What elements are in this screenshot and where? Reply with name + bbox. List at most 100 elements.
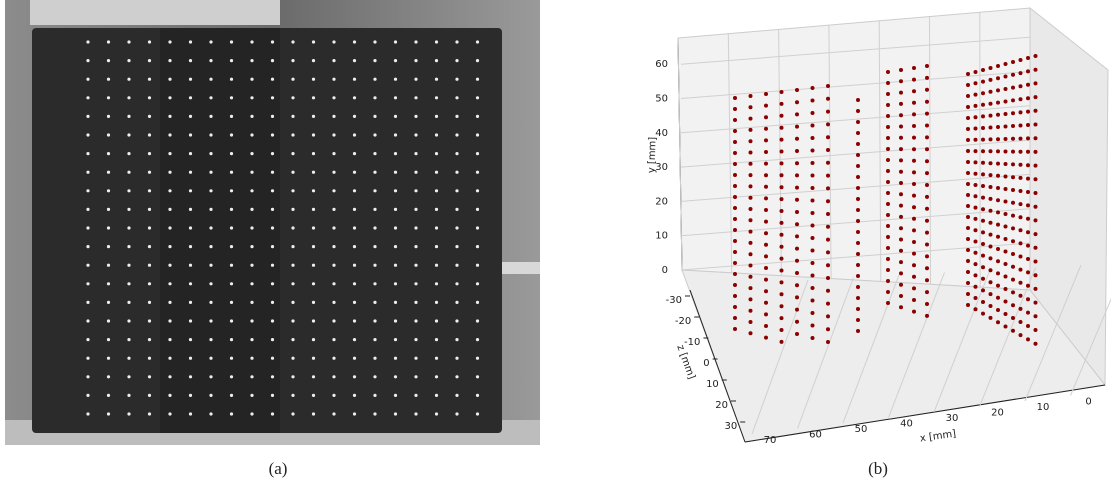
point	[912, 194, 916, 198]
marker-dot	[127, 171, 130, 174]
z-tick-label: -30	[666, 295, 682, 306]
shadow	[160, 28, 280, 433]
marker-dot	[394, 338, 397, 341]
point	[989, 90, 993, 94]
marker-dot	[209, 40, 212, 43]
y-tick-label: 30	[655, 162, 668, 173]
point	[826, 110, 830, 114]
marker-dot	[209, 133, 212, 136]
marker-dot	[148, 115, 151, 118]
point	[1019, 333, 1023, 337]
marker-dot	[107, 208, 110, 211]
marker-dot	[148, 264, 151, 267]
point	[886, 92, 890, 96]
marker-dot	[353, 40, 356, 43]
point	[886, 257, 890, 261]
marker-dot	[435, 96, 438, 99]
marker-dot	[455, 189, 458, 192]
point	[966, 237, 970, 241]
point	[1019, 110, 1023, 114]
marker-dot	[209, 319, 212, 322]
marker-dot	[373, 171, 376, 174]
marker-dot	[455, 171, 458, 174]
marker-dot	[209, 189, 212, 192]
point	[886, 125, 890, 129]
point	[780, 280, 784, 284]
point	[989, 173, 993, 177]
point	[856, 263, 860, 267]
marker-dot	[250, 357, 253, 360]
marker-dot	[414, 412, 417, 415]
point	[886, 202, 890, 206]
point	[899, 260, 903, 264]
point	[925, 135, 929, 139]
marker-dot	[455, 133, 458, 136]
point	[780, 197, 784, 201]
marker-dot	[250, 115, 253, 118]
point	[981, 219, 985, 223]
point	[1004, 325, 1008, 329]
marker-dot	[148, 319, 151, 322]
marker-dot	[107, 78, 110, 81]
point	[780, 102, 784, 106]
marker-dot	[414, 40, 417, 43]
marker-dot	[353, 394, 356, 397]
marker-dot	[394, 375, 397, 378]
marker-dot	[168, 78, 171, 81]
marker-dot	[435, 78, 438, 81]
point	[1034, 273, 1038, 277]
marker-dot	[455, 96, 458, 99]
marker-dot	[332, 319, 335, 322]
point	[1026, 217, 1030, 221]
marker-dot	[476, 115, 479, 118]
point	[780, 340, 784, 344]
point	[1026, 163, 1030, 167]
point	[989, 161, 993, 165]
marker-dot	[414, 133, 417, 136]
point	[966, 72, 970, 76]
point	[780, 316, 784, 320]
point	[912, 275, 916, 279]
point	[974, 172, 978, 176]
marker-dot	[250, 282, 253, 285]
marker-dot	[127, 226, 130, 229]
marker-dot	[107, 171, 110, 174]
point	[981, 68, 985, 72]
marker-dot	[312, 208, 315, 211]
marker-dot	[435, 133, 438, 136]
point	[886, 290, 890, 294]
point	[749, 184, 753, 188]
point	[899, 204, 903, 208]
marker-dot	[271, 412, 274, 415]
marker-dot	[86, 152, 89, 155]
point	[795, 332, 799, 336]
point	[811, 99, 815, 103]
point	[1011, 303, 1015, 307]
marker-dot	[189, 245, 192, 248]
point	[925, 183, 929, 187]
marker-dot	[476, 78, 479, 81]
point	[764, 104, 768, 108]
marker-dot	[394, 319, 397, 322]
point	[1019, 176, 1023, 180]
point	[1011, 137, 1015, 141]
point	[974, 273, 978, 277]
point	[749, 128, 753, 132]
point	[1004, 300, 1008, 304]
point	[966, 160, 970, 164]
marker-dot	[414, 301, 417, 304]
point	[996, 174, 1000, 178]
point	[856, 186, 860, 190]
point	[811, 261, 815, 265]
point	[795, 198, 799, 202]
marker-dot	[209, 171, 212, 174]
point	[764, 92, 768, 96]
point	[974, 115, 978, 119]
point	[989, 280, 993, 284]
marker-dot	[107, 96, 110, 99]
marker-dot	[332, 171, 335, 174]
point	[1034, 287, 1038, 291]
point	[1011, 316, 1015, 320]
marker-dot	[455, 375, 458, 378]
point	[981, 149, 985, 153]
